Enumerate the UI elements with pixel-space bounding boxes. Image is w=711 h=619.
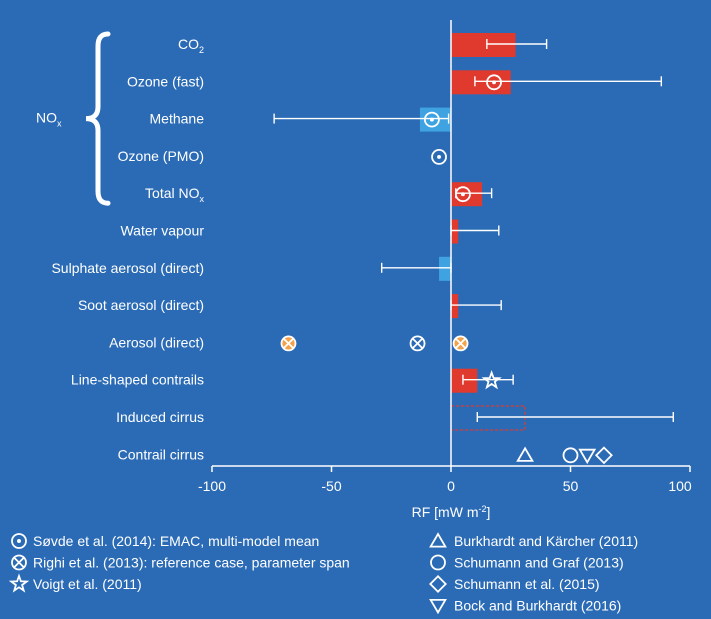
- legend-symbol-circle: [430, 554, 446, 571]
- legend-symbol-triangle-down: [429, 599, 447, 615]
- bar-induced-cirrus: [450, 405, 526, 431]
- x-tick-label: -50: [321, 478, 341, 494]
- legend-symbol-dot-circle: [11, 533, 27, 549]
- legend: Søvde et al. (2014): EMAC, multi-model m…: [8, 532, 638, 615]
- marker-dot-circle: [423, 111, 440, 128]
- bar: [451, 219, 459, 244]
- bar: [451, 368, 478, 393]
- legend-entry: Bock and Burkhardt (2016): [454, 598, 621, 614]
- x-axis: -100 -50 0 50 100 RF [mW m-2]: [198, 465, 692, 520]
- legend-symbol-triangle-up: [429, 532, 447, 548]
- marker-diamond: [594, 446, 613, 465]
- nox-brace: [85, 31, 111, 206]
- category-label: Soot aerosol (direct): [78, 297, 204, 313]
- bar: [451, 33, 516, 57]
- category-label: Ozone (fast): [127, 73, 204, 89]
- category-label: Line-shaped contrails: [71, 372, 204, 388]
- category-label: Methane: [150, 111, 205, 127]
- marker-otimes: [409, 335, 426, 352]
- bar: [451, 294, 459, 319]
- legend-symbol-star: [8, 573, 30, 593]
- marker-otimes: [280, 335, 297, 352]
- category-label: Total NOx: [145, 185, 204, 204]
- category-label: Sulphate aerosol (direct): [51, 260, 204, 276]
- category-label: CO2: [178, 36, 204, 55]
- legend-entry: Søvde et al. (2014): EMAC, multi-model m…: [33, 533, 319, 549]
- x-axis-label: RF [mW m-2]: [412, 504, 491, 520]
- legend-entry: Burkhardt and Kärcher (2011): [454, 533, 638, 549]
- category-label: Contrail cirrus: [118, 446, 204, 462]
- x-tick-label: -100: [198, 478, 226, 494]
- x-tick-label: 100: [668, 478, 692, 494]
- category-label: Induced cirrus: [116, 409, 204, 425]
- marker-triangle-down: [578, 448, 597, 465]
- legend-symbol-diamond: [429, 575, 447, 593]
- category-label: Ozone (PMO): [118, 148, 204, 164]
- x-tick-label: 50: [563, 478, 579, 494]
- category-label: Water vapour: [120, 223, 204, 239]
- marker-triangle-up: [516, 446, 535, 462]
- marker-dot-circle: [455, 186, 471, 203]
- legend-entry: Voigt et al. (2011): [33, 576, 142, 592]
- legend-symbol-otimes: [11, 554, 27, 571]
- plot-area: CO2 Ozone (fast) Methane Ozone (PMO) Total N…: [36, 20, 674, 466]
- category-label: Aerosol (direct): [109, 334, 204, 350]
- marker-star: [481, 369, 502, 390]
- legend-entry: Schumann et al. (2015): [454, 576, 600, 592]
- marker-otimes: [452, 335, 469, 352]
- x-tick-label: 0: [447, 478, 455, 494]
- marker-dot-circle: [431, 148, 447, 165]
- marker-circle: [562, 447, 579, 464]
- legend-entry: Righi et al. (2013): reference case, par…: [33, 555, 350, 571]
- group-label-nox: NOx: [36, 110, 62, 129]
- legend-entry: Schumann and Graf (2013): [454, 555, 624, 571]
- marker-dot-circle: [486, 74, 502, 91]
- bar: [439, 256, 451, 281]
